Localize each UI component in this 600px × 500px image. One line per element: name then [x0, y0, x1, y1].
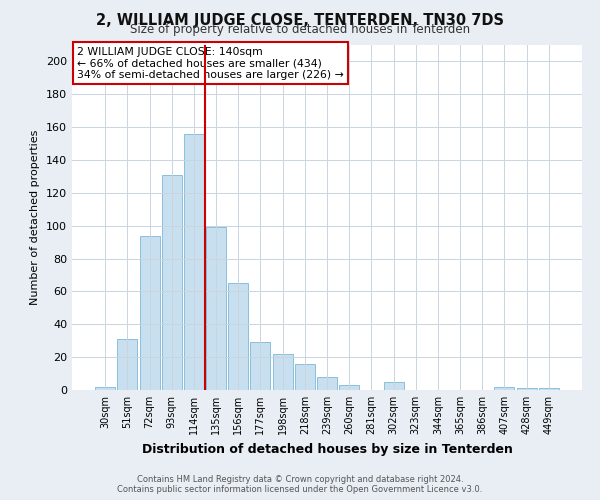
Bar [206, 228, 226, 390]
Text: Size of property relative to detached houses in Tenterden: Size of property relative to detached ho… [130, 22, 470, 36]
X-axis label: Distribution of detached houses by size in Tenterden: Distribution of detached houses by size … [142, 442, 512, 456]
Bar [95, 386, 115, 390]
Text: 2 WILLIAM JUDGE CLOSE: 140sqm
← 66% of detached houses are smaller (434)
34% of : 2 WILLIAM JUDGE CLOSE: 140sqm ← 66% of d… [77, 46, 344, 80]
Text: Contains HM Land Registry data © Crown copyright and database right 2024.
Contai: Contains HM Land Registry data © Crown c… [118, 474, 482, 494]
Bar [250, 342, 271, 390]
Bar [517, 388, 536, 390]
Bar [140, 236, 160, 390]
Bar [295, 364, 315, 390]
Bar [317, 377, 337, 390]
Bar [539, 388, 559, 390]
Y-axis label: Number of detached properties: Number of detached properties [31, 130, 40, 305]
Bar [184, 134, 204, 390]
Bar [494, 386, 514, 390]
Bar [118, 339, 137, 390]
Bar [162, 175, 182, 390]
Bar [339, 385, 359, 390]
Text: 2, WILLIAM JUDGE CLOSE, TENTERDEN, TN30 7DS: 2, WILLIAM JUDGE CLOSE, TENTERDEN, TN30 … [96, 12, 504, 28]
Bar [383, 382, 404, 390]
Bar [272, 354, 293, 390]
Bar [228, 283, 248, 390]
